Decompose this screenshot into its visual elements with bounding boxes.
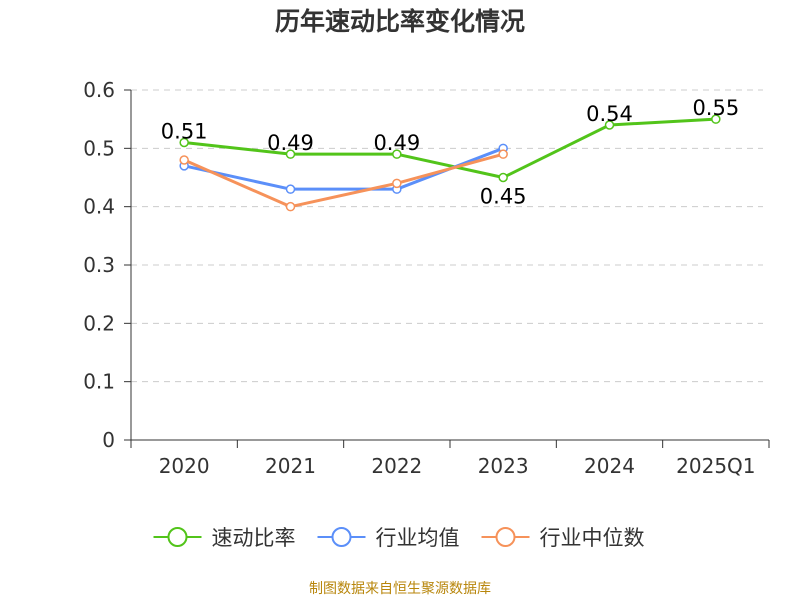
legend: 速动比率 行业均值 行业中位数 (153, 526, 645, 550)
chart-title: 历年速动比率变化情况 (274, 7, 525, 36)
x-tick-label: 2025Q1 (676, 454, 755, 478)
x-tick-label: 2020 (159, 454, 210, 478)
series-line (183, 152, 504, 209)
x-tick-label: 2024 (584, 454, 635, 478)
y-tick-label: 0 (102, 428, 115, 452)
data-label: 0.49 (267, 131, 314, 155)
data-point (498, 149, 508, 159)
data-point (285, 149, 296, 159)
series-lines (179, 114, 721, 212)
grid-lines (131, 89, 763, 383)
data-point (285, 201, 296, 212)
x-tick-label: 2021 (265, 454, 316, 478)
y-tick-label: 0.2 (83, 311, 115, 335)
legend-label: 行业中位数 (540, 526, 645, 550)
x-tick-label: 2022 (371, 454, 422, 478)
data-labels: 0.51 0.49 0.49 0.45 0.54 0.55 (161, 96, 739, 208)
data-point (179, 155, 189, 165)
data-label: 0.49 (373, 131, 420, 155)
axes: 0 0.1 0.2 0.3 0.4 0.5 0.6 2020 2021 2022 2023 2024 2… (83, 78, 770, 478)
y-tick-label: 0.1 (83, 370, 115, 394)
legend-label: 速动比率 (212, 526, 296, 550)
legend-item: 行业中位数 (481, 526, 645, 550)
data-point (392, 149, 402, 159)
data-point (711, 114, 721, 124)
data-label: 0.45 (480, 185, 527, 209)
x-tick-label: 2023 (478, 454, 529, 478)
source-note: 制图数据来自恒生聚源数据库 (309, 581, 491, 597)
y-tick-label: 0.3 (83, 253, 115, 277)
data-point (604, 120, 615, 130)
data-point (498, 172, 508, 183)
legend-marker (331, 527, 352, 547)
data-label: 0.55 (692, 96, 739, 120)
data-point (285, 184, 296, 194)
data-point (179, 137, 189, 148)
legend-label: 行业均值 (376, 526, 460, 550)
y-tick-label: 0.4 (83, 195, 115, 219)
legend-item: 速动比率 (153, 526, 296, 550)
series-line (184, 117, 716, 179)
data-point (392, 178, 402, 189)
y-tick-label: 0.5 (83, 136, 115, 160)
legend-item: 行业均值 (317, 526, 460, 550)
y-tick-label: 0.6 (83, 78, 115, 102)
legend-marker (167, 527, 188, 547)
data-label: 0.51 (161, 120, 208, 144)
legend-marker (495, 527, 516, 547)
data-label: 0.54 (586, 102, 633, 126)
